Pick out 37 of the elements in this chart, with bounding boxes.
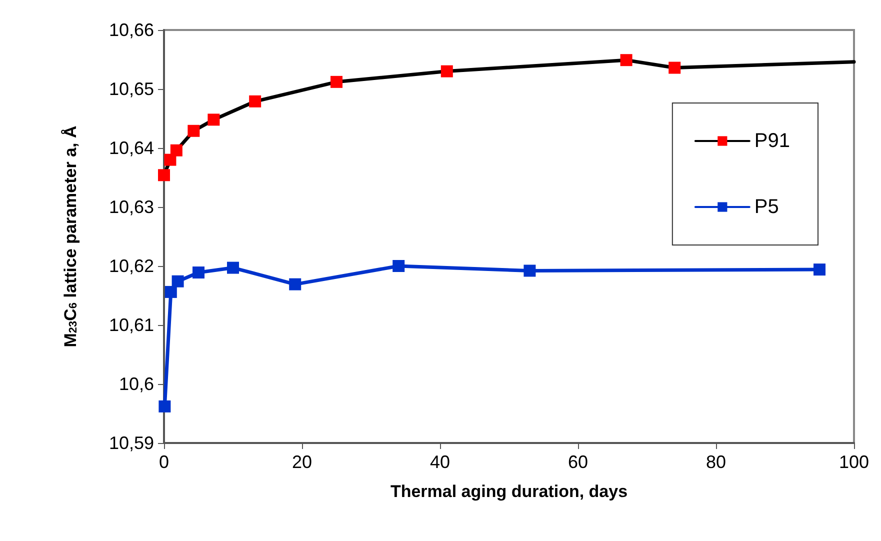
- legend-label: P5: [754, 196, 779, 218]
- point: [249, 95, 262, 108]
- x-tick-label: 80: [706, 452, 726, 472]
- x-tick-label: 60: [568, 452, 588, 472]
- y-tick-label: 10,64: [108, 138, 154, 158]
- y-axis-title: M23C6 lattice parameter a, Å: [61, 126, 80, 348]
- point: [172, 275, 184, 288]
- x-tick-label: 100: [838, 452, 870, 472]
- point: [192, 266, 204, 278]
- point: [164, 154, 176, 166]
- point: [158, 169, 170, 182]
- y-tick-label: 10,6: [118, 374, 154, 394]
- y-tick-label: 10,65: [108, 79, 154, 99]
- y-tick-label: 10,66: [108, 20, 154, 40]
- point: [188, 124, 200, 137]
- point: [164, 286, 177, 298]
- y-tick-label: 10,61: [108, 315, 154, 335]
- point: [620, 54, 632, 66]
- point: [524, 264, 536, 277]
- point: [289, 278, 302, 290]
- x-axis-title: Thermal aging duration, days: [390, 482, 628, 501]
- point: [227, 262, 239, 274]
- y-tick-label: 10,59: [108, 433, 154, 453]
- point: [330, 76, 342, 88]
- x-tick-label: 0: [158, 452, 170, 472]
- y-tick-label: 10,62: [108, 256, 154, 276]
- point: [170, 144, 182, 156]
- point: [814, 264, 826, 276]
- point: [392, 260, 405, 272]
- legend-label: P91: [754, 130, 790, 152]
- point: [158, 400, 171, 412]
- y-tick-label: 10,63: [108, 197, 154, 217]
- point: [668, 62, 681, 74]
- point: [208, 114, 220, 126]
- point: [440, 65, 453, 78]
- x-tick-label: 40: [430, 452, 450, 472]
- x-tick-label: 20: [292, 452, 312, 472]
